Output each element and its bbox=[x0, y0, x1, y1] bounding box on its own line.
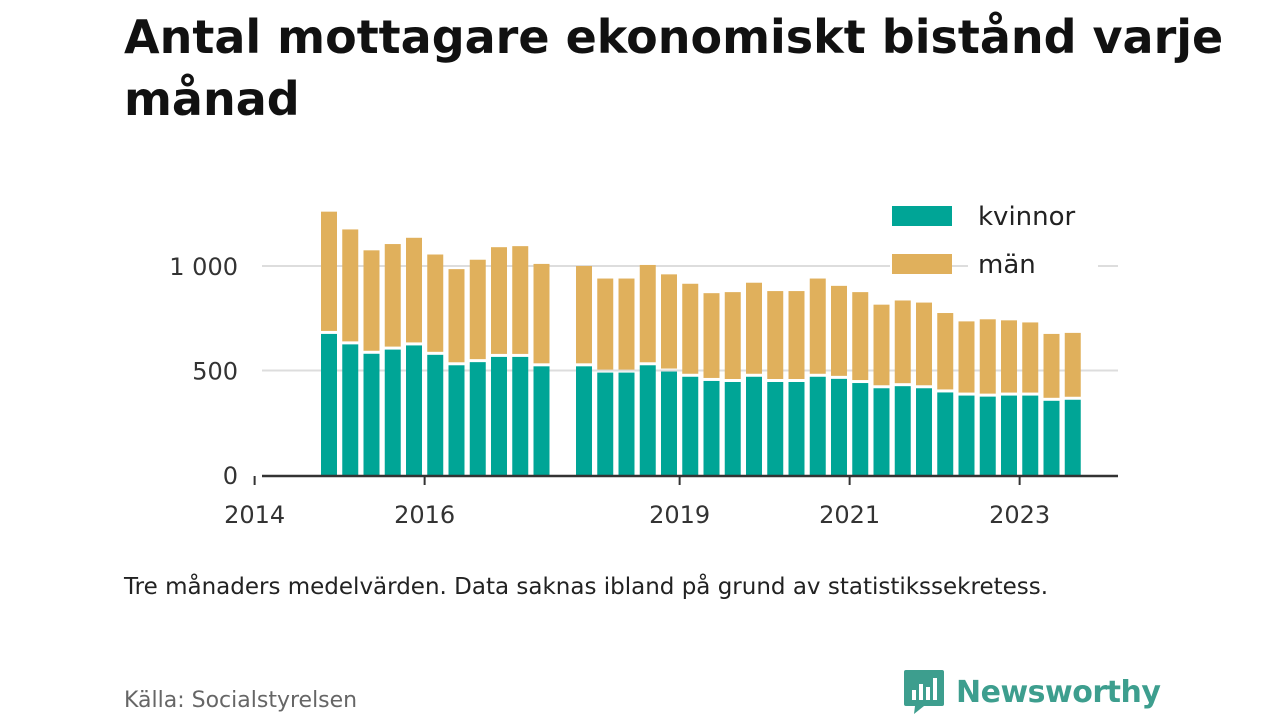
bar-man bbox=[406, 237, 422, 343]
bar-kvinnor bbox=[448, 365, 465, 475]
x-tick-label: 2021 bbox=[819, 501, 880, 529]
x-tick-label: 2014 bbox=[224, 501, 285, 529]
x-axis-ticks: 2014 2016 2019 2021 2023 bbox=[224, 476, 1050, 529]
legend-label: kvinnor bbox=[978, 202, 1076, 232]
bar-kvinnor bbox=[767, 381, 784, 475]
legend: kvinnor män bbox=[890, 192, 1098, 280]
x-tick-label: 2023 bbox=[989, 501, 1050, 529]
bar-man bbox=[321, 211, 337, 331]
bar-man bbox=[703, 293, 720, 378]
bar-man bbox=[724, 292, 741, 379]
bar-kvinnor bbox=[661, 371, 677, 475]
bar-man bbox=[597, 278, 614, 370]
bar-kvinnor bbox=[788, 381, 805, 475]
bar-man bbox=[469, 259, 486, 360]
bar-kvinnor bbox=[937, 392, 954, 475]
legend-swatch bbox=[892, 254, 952, 274]
bar-kvinnor bbox=[469, 362, 486, 475]
bar-man bbox=[831, 285, 847, 376]
bar-man bbox=[1001, 320, 1017, 393]
bar-kvinnor bbox=[1043, 400, 1060, 475]
y-axis-ticks: 0 500 1 000 bbox=[169, 253, 238, 490]
bar-man bbox=[342, 229, 359, 342]
bar-man bbox=[916, 302, 932, 386]
bar-kvinnor bbox=[724, 381, 741, 475]
bar-kvinnor bbox=[384, 349, 401, 475]
bar-man bbox=[788, 291, 805, 379]
chart-title: Antal mottagare ekonomiskt bistånd varje… bbox=[124, 10, 1224, 126]
bar-kvinnor bbox=[979, 396, 996, 475]
chart-note: Tre månaders medelvärden. Data saknas ib… bbox=[124, 574, 1049, 600]
bar-kvinnor bbox=[533, 366, 550, 475]
bar-kvinnor bbox=[1001, 395, 1017, 475]
bar-kvinnor bbox=[746, 376, 762, 475]
bar-man bbox=[384, 244, 401, 347]
bar-man bbox=[894, 300, 911, 384]
bar-kvinnor bbox=[1022, 395, 1039, 475]
bar-kvinnor bbox=[427, 354, 444, 475]
legend-label-backdrop bbox=[968, 192, 1098, 232]
newsworthy-logo-icon bbox=[904, 670, 944, 714]
bar-man bbox=[873, 304, 890, 386]
y-tick-label: 1 000 bbox=[169, 253, 238, 281]
bar-kvinnor bbox=[958, 395, 975, 475]
bar-man bbox=[576, 266, 592, 364]
bar-kvinnor bbox=[873, 388, 890, 475]
bar-man bbox=[958, 321, 975, 393]
legend-label: män bbox=[978, 250, 1036, 280]
bar-man bbox=[491, 247, 507, 354]
bar-kvinnor bbox=[639, 365, 656, 475]
brand-logo: Newsworthy bbox=[902, 668, 1161, 716]
bar-man bbox=[1043, 333, 1060, 398]
bar-chart: 0 500 1 000 2014 2016 2019 2021 2023 kvinnor mä… bbox=[169, 192, 1118, 529]
bar-man bbox=[512, 246, 529, 354]
bar-kvinnor bbox=[703, 380, 720, 475]
bar-kvinnor bbox=[831, 378, 847, 475]
bar-man bbox=[1064, 332, 1081, 397]
bar-man bbox=[618, 278, 635, 370]
bar-kvinnor bbox=[363, 353, 380, 475]
bar-man bbox=[661, 274, 677, 369]
bar-man bbox=[937, 313, 954, 390]
x-tick-label: 2019 bbox=[649, 501, 710, 529]
bar-kvinnor bbox=[342, 344, 359, 475]
bar-kvinnor bbox=[682, 376, 699, 475]
y-tick-label: 500 bbox=[192, 358, 238, 386]
x-tick-label: 2016 bbox=[394, 501, 455, 529]
bar-kvinnor bbox=[491, 356, 507, 475]
bar-man bbox=[979, 319, 996, 394]
bar-kvinnor bbox=[576, 366, 592, 475]
bar-man bbox=[767, 291, 784, 379]
brand-name: Newsworthy bbox=[956, 674, 1161, 710]
bar-kvinnor bbox=[894, 386, 911, 475]
source-credit: Källa: Socialstyrelsen bbox=[124, 688, 358, 713]
bar-kvinnor bbox=[1064, 399, 1081, 475]
bar-man bbox=[448, 269, 465, 363]
legend-swatch bbox=[892, 206, 952, 226]
bar-kvinnor bbox=[597, 372, 614, 475]
bar-man bbox=[363, 250, 380, 351]
bar-man bbox=[1022, 322, 1039, 393]
bar-man bbox=[746, 282, 762, 374]
bar-man bbox=[533, 263, 550, 364]
bar-kvinnor bbox=[618, 372, 635, 475]
bar-kvinnor bbox=[809, 376, 826, 475]
legend-label-backdrop bbox=[968, 240, 1098, 280]
bar-man bbox=[639, 264, 656, 363]
bar-kvinnor bbox=[406, 345, 422, 475]
bar-kvinnor bbox=[916, 388, 932, 475]
bar-man bbox=[682, 283, 699, 374]
bar-kvinnor bbox=[852, 383, 869, 475]
bar-man bbox=[809, 278, 826, 374]
bar-man bbox=[852, 292, 869, 381]
bar-man bbox=[427, 254, 444, 352]
bar-kvinnor bbox=[512, 356, 529, 475]
bars bbox=[321, 211, 1081, 475]
y-tick-label: 0 bbox=[223, 462, 238, 490]
bar-kvinnor bbox=[321, 333, 337, 475]
